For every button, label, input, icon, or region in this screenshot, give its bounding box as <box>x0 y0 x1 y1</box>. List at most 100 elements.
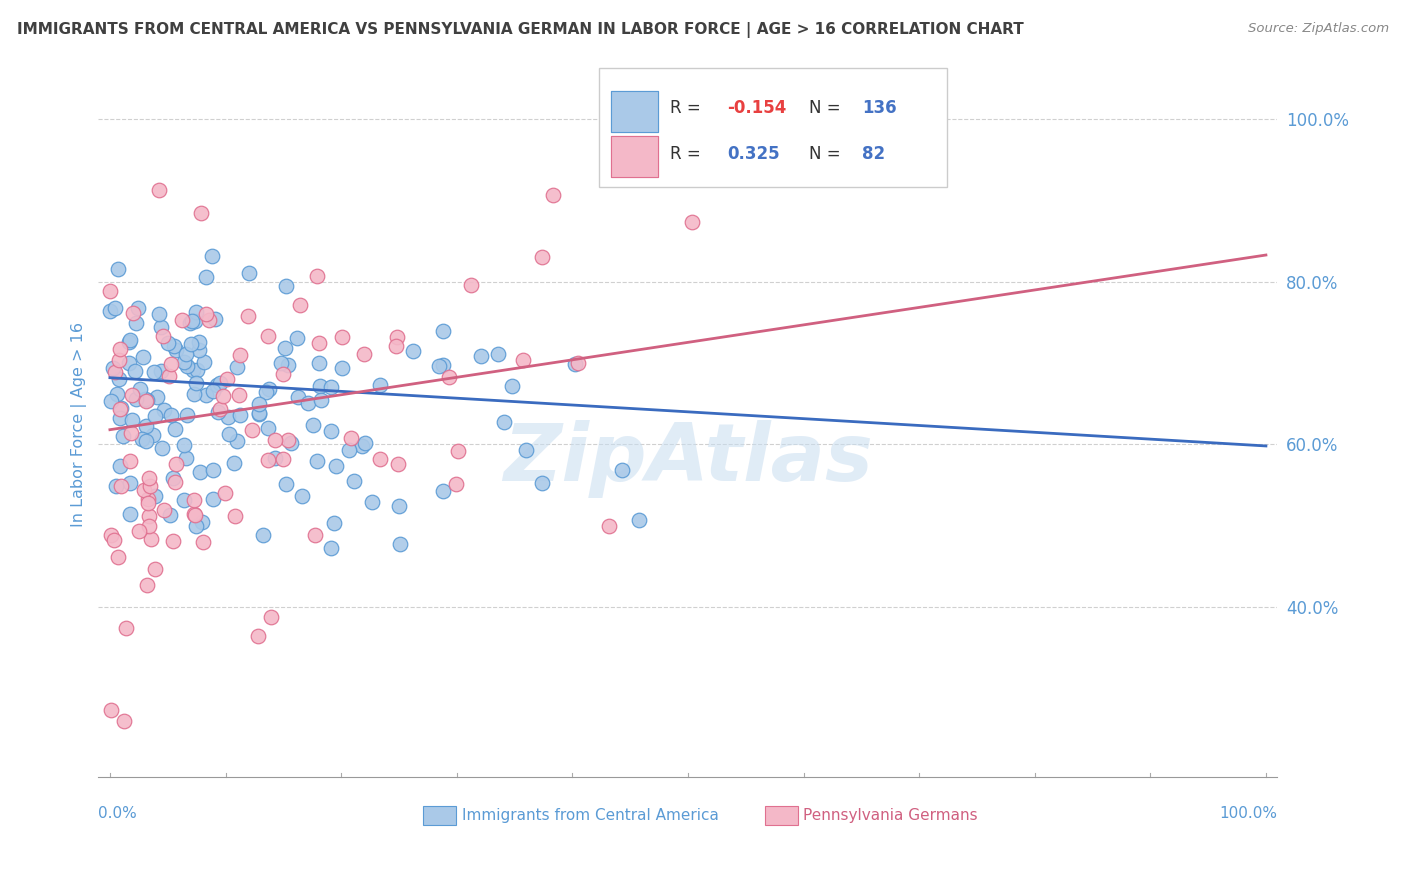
Point <box>124 364 146 378</box>
Point <box>201 249 224 263</box>
Point <box>120 426 142 441</box>
Point <box>247 406 270 420</box>
Point <box>132 350 155 364</box>
Point <box>184 313 207 327</box>
Point <box>107 262 129 277</box>
Point <box>136 578 159 592</box>
Point <box>183 507 205 521</box>
Point <box>187 343 209 357</box>
Point <box>98 304 121 318</box>
Point <box>107 387 129 401</box>
Point <box>118 333 141 347</box>
Point <box>170 312 193 326</box>
Point <box>319 380 342 394</box>
Point <box>138 471 160 485</box>
Point <box>131 432 153 446</box>
Point <box>564 357 586 371</box>
Point <box>124 392 146 406</box>
Point <box>110 410 132 425</box>
FancyBboxPatch shape <box>765 806 797 825</box>
Point <box>173 354 195 368</box>
Point <box>247 629 270 643</box>
Point <box>432 484 454 499</box>
Point <box>254 384 277 399</box>
Point <box>183 387 205 401</box>
Point <box>308 335 330 350</box>
Point <box>270 356 292 370</box>
Point <box>104 301 127 315</box>
Point <box>188 334 211 349</box>
Point <box>612 463 634 477</box>
Text: Pennsylvania Germans: Pennsylvania Germans <box>803 808 979 823</box>
Point <box>100 702 122 716</box>
Point <box>120 454 142 468</box>
Point <box>174 347 197 361</box>
Point <box>186 376 208 390</box>
Text: R =: R = <box>671 145 706 163</box>
Point <box>322 516 344 530</box>
Point <box>337 442 360 457</box>
Point <box>427 359 450 373</box>
Point <box>280 436 302 450</box>
Point <box>108 372 131 386</box>
Point <box>121 412 143 426</box>
Point <box>211 389 233 403</box>
Point <box>297 396 319 410</box>
Point <box>157 368 180 383</box>
Point <box>226 359 249 374</box>
Point <box>143 365 166 379</box>
Point <box>274 341 297 355</box>
Point <box>132 483 155 498</box>
Point <box>152 329 174 343</box>
Point <box>259 609 281 624</box>
Point <box>263 433 285 447</box>
Point <box>108 401 131 416</box>
Point <box>184 518 207 533</box>
Point <box>305 454 328 468</box>
Point <box>512 353 534 368</box>
Point <box>139 532 162 546</box>
Point <box>311 393 333 408</box>
Point <box>229 408 252 422</box>
Point <box>217 410 239 425</box>
Point <box>183 493 205 508</box>
Point <box>194 307 217 321</box>
Point <box>205 377 228 392</box>
Point <box>302 417 325 432</box>
Point <box>138 508 160 523</box>
Point <box>188 465 211 479</box>
Point <box>165 457 187 471</box>
Text: 0.0%: 0.0% <box>98 805 138 821</box>
Text: 0.325: 0.325 <box>727 145 779 163</box>
Point <box>139 479 162 493</box>
Point <box>135 394 157 409</box>
Point <box>108 352 131 367</box>
Point <box>135 434 157 449</box>
Point <box>256 421 278 435</box>
Point <box>110 479 132 493</box>
Point <box>276 279 298 293</box>
Point <box>136 491 159 506</box>
Point <box>163 422 186 436</box>
Point <box>271 368 294 382</box>
Point <box>307 268 329 283</box>
Point <box>340 431 363 445</box>
Point <box>238 266 260 280</box>
Point <box>319 424 342 438</box>
Point <box>470 349 492 363</box>
Point <box>224 456 246 470</box>
Point <box>162 534 184 549</box>
Point <box>120 475 142 490</box>
Point <box>110 342 132 356</box>
Text: IMMIGRANTS FROM CENTRAL AMERICA VS PENNSYLVANIA GERMAN IN LABOR FORCE | AGE > 16: IMMIGRANTS FROM CENTRAL AMERICA VS PENNS… <box>17 22 1024 38</box>
Point <box>325 458 347 473</box>
Point <box>136 496 159 510</box>
Point <box>112 714 135 729</box>
Point <box>352 439 374 453</box>
Y-axis label: In Labor Force | Age > 16: In Labor Force | Age > 16 <box>72 321 87 526</box>
Point <box>384 338 406 352</box>
Point <box>159 508 181 523</box>
Point <box>368 378 391 392</box>
Point <box>143 489 166 503</box>
Point <box>214 485 236 500</box>
